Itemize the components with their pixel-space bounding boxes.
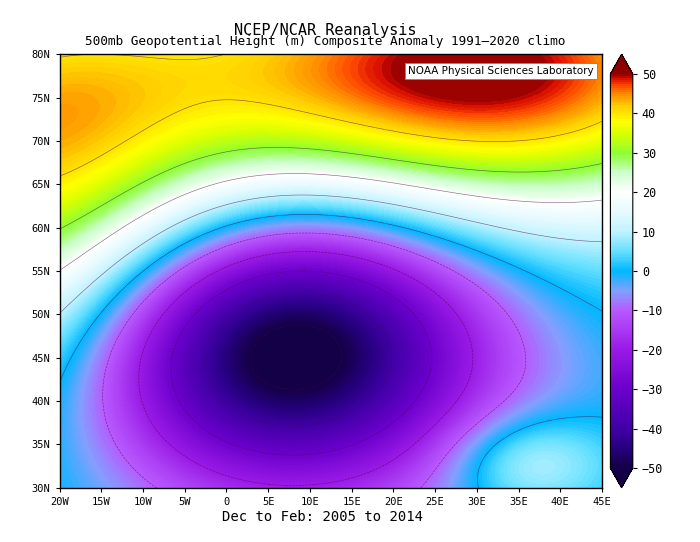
Text: 500mb Geopotential Height (m) Composite Anomaly 1991–2020 climo: 500mb Geopotential Height (m) Composite … xyxy=(85,35,566,48)
PathPatch shape xyxy=(610,468,633,488)
Text: NCEP/NCAR Reanalysis: NCEP/NCAR Reanalysis xyxy=(234,23,416,38)
PathPatch shape xyxy=(610,54,633,74)
Text: NOAA Physical Sciences Laboratory: NOAA Physical Sciences Laboratory xyxy=(408,66,594,76)
Text: Dec to Feb: 2005 to 2014: Dec to Feb: 2005 to 2014 xyxy=(221,510,423,524)
